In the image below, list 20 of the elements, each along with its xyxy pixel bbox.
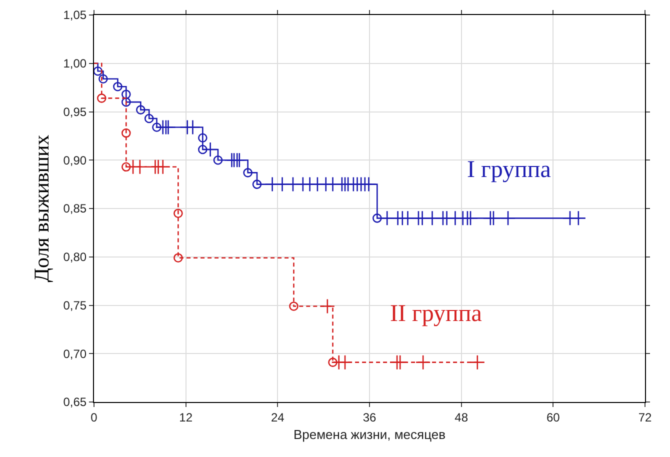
y-tick-label: 0,65 <box>63 395 87 410</box>
x-tick-label: 0 <box>90 410 98 424</box>
x-axis-title: Времена жизни, месяцев <box>293 427 446 442</box>
x-tick-label: 48 <box>454 410 468 424</box>
y-tick-label: 0,90 <box>63 153 87 168</box>
y-tick-label: 1,05 <box>63 8 87 22</box>
y-tick-label: 0,70 <box>63 346 87 361</box>
y-tick-label: 0,80 <box>63 250 87 264</box>
x-tick-label: 24 <box>270 410 285 424</box>
y-axis-title: Доля выживших <box>29 134 54 282</box>
series-label: I группа <box>467 157 552 183</box>
series-label: II группа <box>390 301 482 327</box>
y-tick-label: 1,00 <box>63 56 87 71</box>
x-tick-label: 72 <box>638 410 652 424</box>
x-tick-label: 60 <box>546 410 560 424</box>
x-tick-label: 12 <box>179 410 193 424</box>
y-tick-label: 0,95 <box>63 104 87 119</box>
x-tick-label: 36 <box>362 410 376 424</box>
y-tick-label: 0,85 <box>63 202 87 216</box>
y-tick-label: 0,75 <box>63 298 87 312</box>
